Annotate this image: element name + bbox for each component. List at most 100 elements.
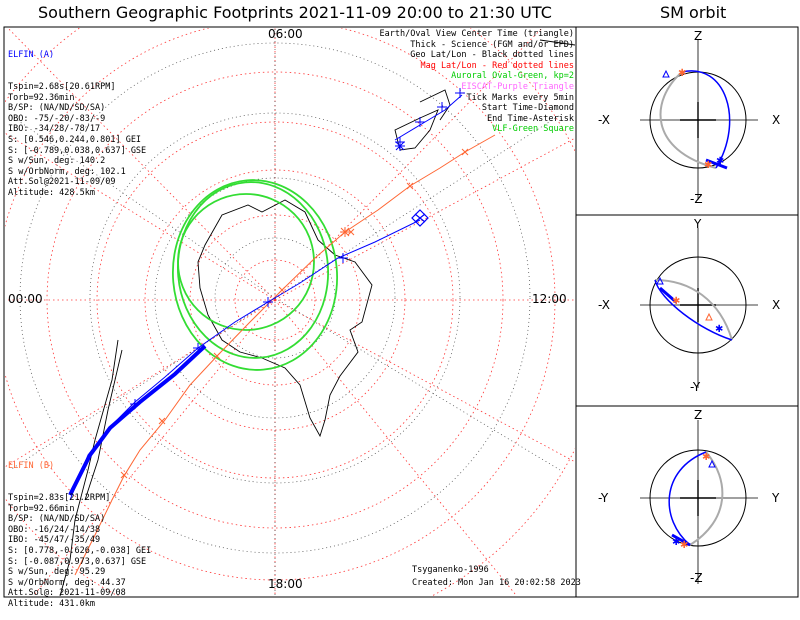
sm-orbit-title: SM orbit [660,3,727,22]
auroral-oval [171,179,339,371]
legend-entry: Mag Lat/Lon - Red dotted lines [420,60,574,71]
svg-text:✱: ✱ [704,160,712,171]
svg-text:✱: ✱ [716,156,724,167]
mag-lat-circle [46,71,504,529]
elfin-a-info-line: B/SP: (NA/ND/SD/SA) [8,103,106,114]
geo-lat-circle [19,42,531,554]
elfin-b-info: ELFIN (B) Tspin=2.83s[21.2RPM] Torb=92.66… [8,440,151,620]
geo-lat-circle [89,112,461,484]
tick-mark [437,102,447,112]
elfin-a-info: ELFIN (A) Tspin=2.68s[20.61RPM] Torb=92.3… [8,29,146,209]
sm-axis-label-left: -X [598,298,610,312]
geo-lon-line [274,114,561,299]
elfin-a-info-line: Altitude: 428.5km [8,187,95,198]
tick-mark [120,471,128,479]
tick-mark [347,228,355,236]
tick-mark [213,352,221,360]
geo-lon-line [274,297,561,471]
sm-orbit-xy-plot: ✱ ✱ [640,228,758,388]
tick-mark [415,117,425,127]
svg-text:✱: ✱ [680,540,688,551]
svg-text:✱: ✱ [702,452,710,463]
legend-entry: Start Time-Diamond [481,103,574,114]
clock-label-bottom: 18:00 [268,577,303,591]
elfin-b-info-line: OBO: -16/24/-14/38 [8,524,101,535]
elfin-b-info-line: B/SP: (NA/ND/SD/SA) [8,514,106,525]
sm-axis-label-bottom: -Z [690,192,703,206]
legend-entry: Thick - Science (FGM and/or EPD) [410,39,574,50]
sm-axis-label-right: X [772,298,781,312]
elfin-b-trace [111,134,496,501]
tick-mark [130,399,140,409]
sm-axis-label-right: Y [772,491,780,505]
tick-mark [461,148,469,156]
created-label: Created: Mon Jan 16 20:02:58 2023 [412,578,581,588]
clock-label-top: 06:00 [268,27,303,41]
legend: Earth/Oval View Center Time (triangle) Th… [380,29,574,135]
elfin-b-lines: Tspin=2.83s[21.2RPM] Torb=92.66min B/SP: (… [8,493,151,610]
geo-lon-line [9,297,276,471]
elfin-b-info-line: S w/Sun, deg: 95.29 [8,567,106,578]
tick-mark [278,286,286,294]
auroral-oval-inner [177,193,315,331]
elfin-a-info-line: S w/OrbNorm, deg: 102.1 [8,166,126,177]
geo-lon-line [9,114,276,299]
elfin-b-end-asterisk [340,227,350,237]
clock-label-right: 12:00 [532,292,567,306]
elfin-b-info-line: S: [0.778,-0.626,-0.038] GEI [8,545,152,556]
elfin-b-name: ELFIN (B) [8,461,55,472]
clock-label-left: 00:00 [8,292,43,306]
svg-text:✱: ✱ [672,537,680,548]
legend-entry: Auroral Oval-Green, kp=2 [451,71,574,82]
elfin-a-info-line: S: [-0.789,0.038,0.637] GSE [8,145,147,156]
elfin-a-info-line: IBO: -34/28/-78/17 [8,124,101,135]
sm-axis-label-top: Z [694,408,703,422]
elfin-b-info-line: Altitude: 431.0km [8,598,95,609]
mag-lon-line [274,299,518,596]
sm-axis-label-top: Y [694,217,702,231]
legend-entry: End Time-Asterisk [487,113,574,124]
tick-mark [193,343,203,353]
svg-text:✱: ✱ [672,296,680,307]
elfin-a-info-line: OBO: -75/-20/-83/-9 [8,113,106,124]
elfin-a-name: ELFIN (A) [8,50,55,61]
elfin-b-info-line: Att.Sol@: 2021-11-09/08 [8,588,126,599]
south-america-coast [59,339,119,596]
elfin-b-info-line: IBO: -45/47/-35/49 [8,535,101,546]
elfin-a-info-line: Tspin=2.68s[20.61RPM] [8,81,116,92]
mag-lon-line [274,299,575,463]
elfin-b-info-line: Torb=92.66min [8,503,75,514]
elfin-b-info-line: S: [-0.087,0.973,0.637] GSE [8,556,147,567]
model-label: Tsyganenko-1996 [412,565,489,575]
elfin-a-info-line: S: [0.546,0.244,0.801] GEI [8,134,142,145]
legend-entry: VLF-Green Square [492,124,574,135]
main-title: Southern Geographic Footprints 2021-11-0… [38,3,552,22]
sm-axis-label-top: Z [694,29,703,43]
elfin-a-info-line: S w/Sun, deg: 140.2 [8,156,106,167]
svg-text:✱: ✱ [678,68,686,79]
mag-lat-circle [234,259,316,341]
tick-mark [158,417,166,425]
sm-axis-label-left: -Y [598,491,609,505]
legend-entry: Geo Lat/Lon - Black dotted lines [410,50,574,61]
tick-mark [455,88,465,98]
end-time-asterisk [395,141,405,151]
legend-entry: EISCAT-Purple Triangle [461,81,574,92]
start-time-diamond [411,209,429,227]
auroral-oval-outer [176,181,330,359]
elfin-b-info-line: Tspin=2.83s[21.2RPM] [8,492,111,503]
auroral-oval-outer-2 [171,179,339,371]
mag-lon-line [274,137,575,301]
footprint-map: ✱ ✱ ✱ ✱ ✱ ✱ ✱ ✱ [3,26,799,598]
sm-axis-label-bottom: -Y [690,380,701,394]
sm-panel-yz [575,405,799,598]
mag-lon-line [32,299,276,596]
elfin-a-track [68,94,463,501]
legend-entry: Tick Marks every 5min [466,92,574,103]
tick-mark [263,297,273,307]
elfin-b-info-line: S w/OrbNorm, deg: 44.37 [8,577,126,588]
elfin-a-info-line: Torb=92.36min [8,92,75,103]
elfin-b-trace-tail [74,499,113,576]
elfin-a-trace-upper [394,94,463,141]
new-zealand-coast [419,89,451,121]
